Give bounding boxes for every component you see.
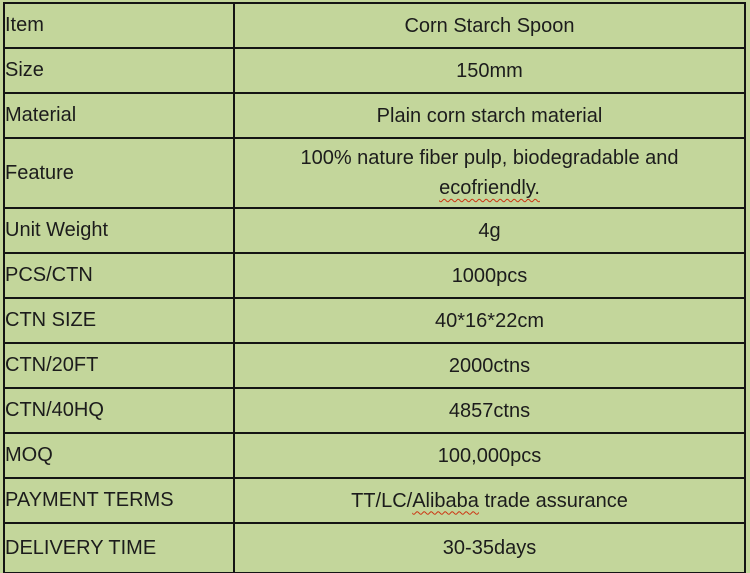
table-row-item: Item Corn Starch Spoon [3, 2, 746, 49]
row-label: CTN SIZE [3, 297, 235, 344]
payment-text-post: trade assurance [478, 489, 628, 512]
row-value: 40*16*22cm [233, 297, 746, 344]
product-spec-table: Item Corn Starch Spoon Size 150mm Materi… [3, 2, 746, 573]
row-value: 30-35days [233, 522, 746, 573]
payment-text-pre: TT/LC/ [351, 489, 413, 512]
row-label: CTN/20FT [3, 342, 235, 389]
row-value: 100,000pcs [233, 432, 746, 479]
row-label: Size [3, 47, 235, 94]
row-value: 150mm [233, 47, 746, 94]
misspelled-word: Alibaba [412, 489, 479, 512]
table-row-ctn-20ft: CTN/20FT 2000ctns [3, 342, 746, 389]
row-value: 4g [233, 207, 746, 254]
row-value: TT/LC/Alibaba trade assurance [233, 477, 746, 524]
table-row-unit-weight: Unit Weight 4g [3, 207, 746, 254]
row-label: PCS/CTN [3, 252, 235, 299]
table-row-material: Material Plain corn starch material [3, 92, 746, 139]
row-value: Corn Starch Spoon [233, 2, 746, 49]
feature-text-line: 100% nature fiber pulp, biodegradable an… [300, 147, 679, 169]
table-row-delivery-time: DELIVERY TIME 30-35days [3, 522, 746, 573]
row-label: DELIVERY TIME [3, 522, 235, 573]
table-row-pcs-ctn: PCS/CTN 1000pcs [3, 252, 746, 299]
table-row-ctn-size: CTN SIZE 40*16*22cm [3, 297, 746, 344]
table-row-ctn-40hq: CTN/40HQ 4857ctns [3, 387, 746, 434]
row-value: 2000ctns [233, 342, 746, 389]
table-row-payment-terms: PAYMENT TERMS TT/LC/Alibaba trade assura… [3, 477, 746, 524]
row-value: Plain corn starch material [233, 92, 746, 139]
row-label: MOQ [3, 432, 235, 479]
misspelled-word: ecofriendly. [439, 177, 540, 199]
row-value: 1000pcs [233, 252, 746, 299]
row-label: Material [3, 92, 235, 139]
row-label: PAYMENT TERMS [3, 477, 235, 524]
row-label: Feature [3, 137, 235, 209]
row-value: 4857ctns [233, 387, 746, 434]
row-label: Item [3, 2, 235, 49]
table-row-size: Size 150mm [3, 47, 746, 94]
table-row-moq: MOQ 100,000pcs [3, 432, 746, 479]
row-label: CTN/40HQ [3, 387, 235, 434]
table-row-feature: Feature 100% nature fiber pulp, biodegra… [3, 137, 746, 209]
row-value: 100% nature fiber pulp, biodegradable an… [233, 137, 746, 209]
row-label: Unit Weight [3, 207, 235, 254]
